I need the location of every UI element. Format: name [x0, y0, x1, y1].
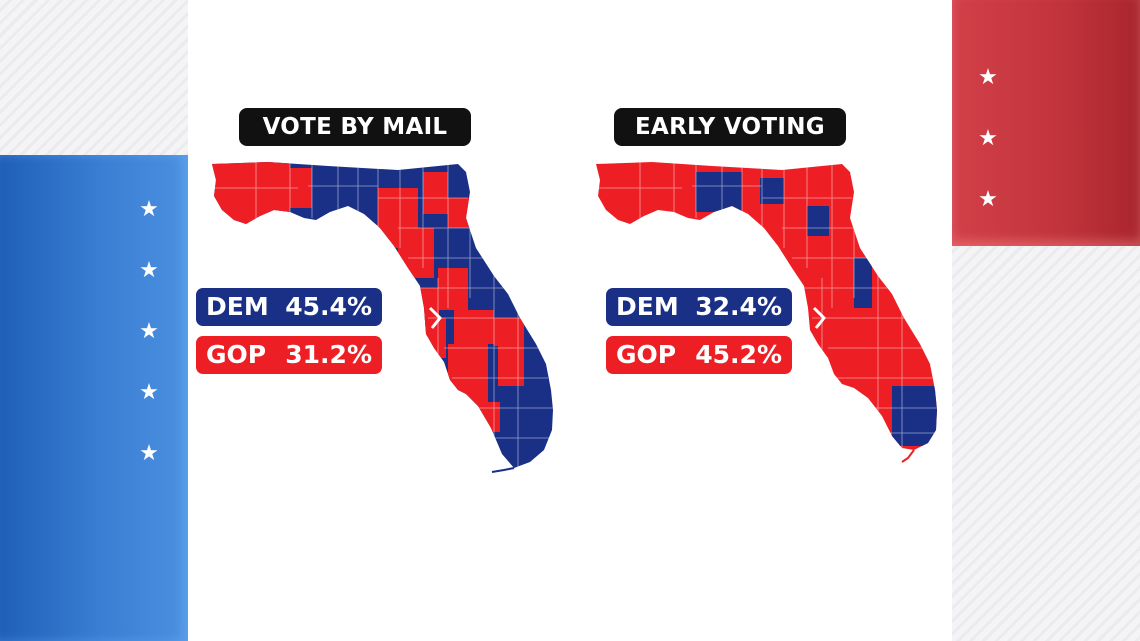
- star-icon: ★: [978, 187, 998, 212]
- star-icon: ★: [139, 197, 159, 222]
- dem-result-badge: DEM 32.4%: [606, 288, 792, 326]
- dem-result-badge: DEM 45.4%: [196, 288, 382, 326]
- gop-result-badge: GOP 31.2%: [196, 336, 382, 374]
- star-icon: ★: [978, 126, 998, 151]
- panel-title: VOTE BY MAIL: [239, 108, 471, 146]
- party-label: GOP: [206, 340, 267, 369]
- blue-band: [0, 155, 188, 641]
- percentage-value: 32.4%: [695, 292, 782, 321]
- star-icon: ★: [139, 380, 159, 405]
- red-band: [952, 0, 1140, 246]
- party-label: GOP: [616, 340, 677, 369]
- percentage-value: 45.4%: [285, 292, 372, 321]
- star-icon: ★: [139, 258, 159, 283]
- star-icon: ★: [139, 319, 159, 344]
- star-icon: ★: [139, 441, 159, 466]
- right-flag-panel: ★ ★ ★: [952, 0, 1140, 641]
- gop-result-badge: GOP 45.2%: [606, 336, 792, 374]
- party-label: DEM: [616, 292, 679, 321]
- star-icon: ★: [978, 65, 998, 90]
- left-flag-panel: ★ ★ ★ ★ ★: [0, 0, 188, 641]
- panel-title: EARLY VOTING: [614, 108, 846, 146]
- party-label: DEM: [206, 292, 269, 321]
- florida-map-vote-by-mail: [212, 162, 553, 473]
- percentage-value: 31.2%: [285, 340, 372, 369]
- main-content: VOTE BY MAIL: [188, 0, 952, 641]
- percentage-value: 45.2%: [695, 340, 782, 369]
